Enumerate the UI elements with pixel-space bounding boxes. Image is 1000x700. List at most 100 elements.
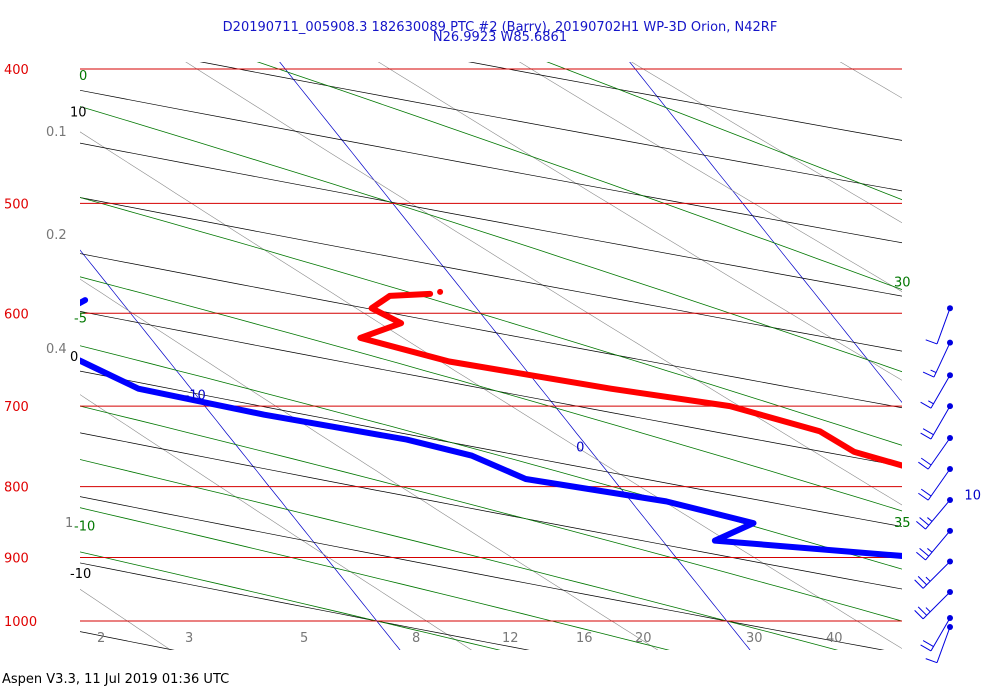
wind-barb-dot xyxy=(947,403,953,410)
pressure-label: 800 xyxy=(4,481,29,496)
sounding-profiles xyxy=(80,288,902,559)
mixing-ratio-label: 40 xyxy=(826,631,843,646)
dry-adiabat-line xyxy=(80,432,902,590)
moist-adiabat-label: 35 xyxy=(894,516,911,531)
isotherm-line xyxy=(629,62,902,404)
wind-barb xyxy=(925,623,953,664)
software-version-footer: Aspen V3.3, 11 Jul 2019 01:36 UTC xyxy=(2,672,230,687)
pressure-label: 900 xyxy=(4,552,29,567)
wind-barb-half-flag xyxy=(927,517,933,522)
wind-barb-half-flag xyxy=(928,400,934,405)
wind-barbs xyxy=(914,305,953,664)
dry-adiabat-line xyxy=(80,496,885,650)
dry-adiabat-line xyxy=(80,197,902,352)
mixing-ratio-label: 16 xyxy=(576,631,593,646)
wind-barb-dot xyxy=(947,305,953,312)
isobar-lines xyxy=(80,68,902,622)
mixing-ratio-label: 0.2 xyxy=(46,228,67,243)
wind-barb xyxy=(920,372,953,409)
dry-adiabat-label: 0 xyxy=(70,350,78,365)
wind-barb-dot xyxy=(947,465,953,472)
moist-adiabat-line xyxy=(80,551,501,650)
wind-barb-staff xyxy=(925,499,951,530)
dry-adiabat-line xyxy=(80,89,902,244)
wind-barb-staff xyxy=(922,591,951,620)
isotherm-label: 10 xyxy=(964,489,981,504)
dry-adiabat-line xyxy=(80,142,902,297)
wind-barb-flag xyxy=(922,371,935,378)
mixing-ratio-line xyxy=(80,131,902,649)
wind-barb-flag xyxy=(922,428,934,436)
isotherm-line xyxy=(961,38,1000,656)
wind-barb-flag xyxy=(917,606,928,616)
dry-adiabat-line xyxy=(80,370,902,527)
chart-subtitle: N26.9923 W85.6861 xyxy=(432,30,568,45)
moist-adiabat-line xyxy=(80,459,839,650)
moist-adiabat-line xyxy=(80,507,670,650)
temperature-profile xyxy=(357,290,902,469)
wind-barb-dot xyxy=(947,623,953,630)
wind-barb-flag xyxy=(922,640,934,647)
wind-barb-dot xyxy=(947,614,953,621)
pressure-label: 1000 xyxy=(4,615,37,630)
moist-adiabat-line xyxy=(80,276,902,512)
mixing-ratio-line xyxy=(519,62,902,292)
pressure-label: 600 xyxy=(4,307,29,322)
wind-barb-flag xyxy=(920,488,932,497)
mixing-ratio-line xyxy=(185,62,902,506)
wind-barb-staff xyxy=(927,468,951,501)
isotherm-line xyxy=(80,249,401,650)
wind-barb-flag xyxy=(914,610,924,620)
wind-barb xyxy=(916,496,953,530)
pressure-label: 500 xyxy=(4,197,29,212)
mixing-ratio-label: 0.4 xyxy=(46,342,67,357)
wind-barb-dot xyxy=(947,527,953,534)
wind-barb xyxy=(920,614,953,652)
mixing-ratio-line xyxy=(377,62,902,381)
mixing-ratio-label: 20 xyxy=(635,631,652,646)
chart-title: D20190711_005908.3 182630089 PTC #2 (Bar… xyxy=(222,20,778,35)
wind-barb xyxy=(925,305,953,345)
wind-barb-flag xyxy=(918,492,929,501)
isotherm-label: -10 xyxy=(185,389,206,404)
dry-adiabat-line xyxy=(80,310,902,467)
wind-barb-flag xyxy=(914,579,924,589)
axis-labels: 4005006007008009001000-50-40-30-20-10010… xyxy=(4,63,981,646)
wind-barb-staff xyxy=(936,626,951,663)
grid-lines xyxy=(80,38,1000,656)
moist-adiabat-label: -5 xyxy=(74,311,87,326)
wind-barb-flag xyxy=(919,548,930,557)
wind-barb-staff xyxy=(936,308,951,345)
mixing-ratio-line xyxy=(80,278,659,650)
wind-barb-dot xyxy=(947,496,953,503)
wind-barb xyxy=(914,588,953,620)
mixing-ratio-line xyxy=(80,394,472,650)
mixing-ratio-line xyxy=(631,62,902,224)
pressure-label: 700 xyxy=(4,400,29,415)
wind-barb-staff xyxy=(930,374,951,409)
wind-barb-flag xyxy=(920,644,932,652)
mixing-ratio-label: 2 xyxy=(97,631,105,646)
wind-barb-dot xyxy=(947,434,953,441)
pressure-label: 400 xyxy=(4,63,29,78)
wind-barb xyxy=(918,465,953,501)
isotherm-label: 0 xyxy=(576,441,584,456)
wind-barb-half-flag xyxy=(927,548,933,553)
mixing-ratio-label: 12 xyxy=(502,631,519,646)
mixing-ratio-label: 3 xyxy=(185,631,193,646)
moist-adiabat-line xyxy=(80,106,902,373)
dry-adiabat-line xyxy=(467,62,902,141)
moist-adiabat-label: -10 xyxy=(74,520,95,535)
moist-adiabat-line xyxy=(80,197,902,446)
dry-adiabat-label: -10 xyxy=(70,567,91,582)
mixing-ratio-line xyxy=(951,38,1000,656)
dry-adiabat-line xyxy=(80,631,175,650)
wind-barb xyxy=(922,339,953,378)
wind-barb xyxy=(916,527,953,561)
dewpoint-profile xyxy=(80,297,902,559)
moist-adiabat-line xyxy=(80,405,902,622)
wind-barb-staff xyxy=(925,530,951,561)
wind-barb-staff xyxy=(930,405,951,440)
wind-barb xyxy=(918,434,953,470)
